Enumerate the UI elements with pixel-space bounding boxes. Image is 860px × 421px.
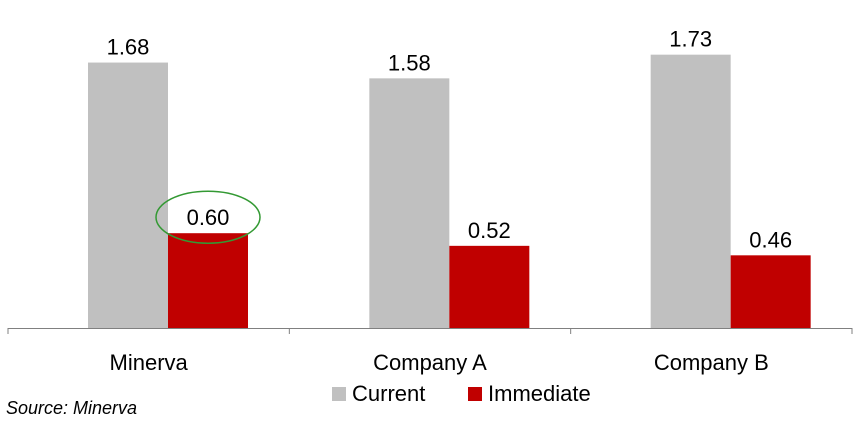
source-note: Source: Minerva <box>6 398 138 418</box>
legend-swatch-current <box>332 387 346 401</box>
x-axis <box>7 328 853 334</box>
highlight-ellipse <box>155 190 261 244</box>
data-labels-group: 1.68 0.60 1.58 0.52 1.73 0.46 <box>107 27 792 253</box>
data-label-current-company-a: 1.58 <box>388 50 431 75</box>
bars-group <box>88 54 811 329</box>
bar-immediate-company-a <box>449 245 530 328</box>
legend: Current Immediate <box>332 381 591 406</box>
data-label-immediate-minerva: 0.60 <box>187 205 230 230</box>
bar-current-company-a <box>369 78 450 328</box>
category-labels-group: Minerva Company A Company B <box>110 350 769 375</box>
data-label-current-company-b: 1.73 <box>669 27 712 52</box>
x-tick-label-minerva: Minerva <box>110 350 189 375</box>
bar-immediate-company-b <box>730 255 811 328</box>
legend-label-immediate: Immediate <box>488 381 591 406</box>
data-label-immediate-company-b: 0.46 <box>749 227 792 252</box>
bar-immediate-minerva <box>168 233 248 328</box>
bar-current-minerva <box>88 62 168 329</box>
data-label-current-minerva: 1.68 <box>107 35 150 60</box>
legend-swatch-immediate <box>468 387 482 401</box>
highlight-annotation <box>155 190 261 244</box>
data-label-immediate-company-a: 0.52 <box>468 218 511 243</box>
legend-label-current: Current <box>352 381 425 406</box>
bar-current-company-b <box>650 54 731 328</box>
x-tick-label-company-a: Company A <box>373 350 487 375</box>
x-tick-label-company-b: Company B <box>654 350 769 375</box>
